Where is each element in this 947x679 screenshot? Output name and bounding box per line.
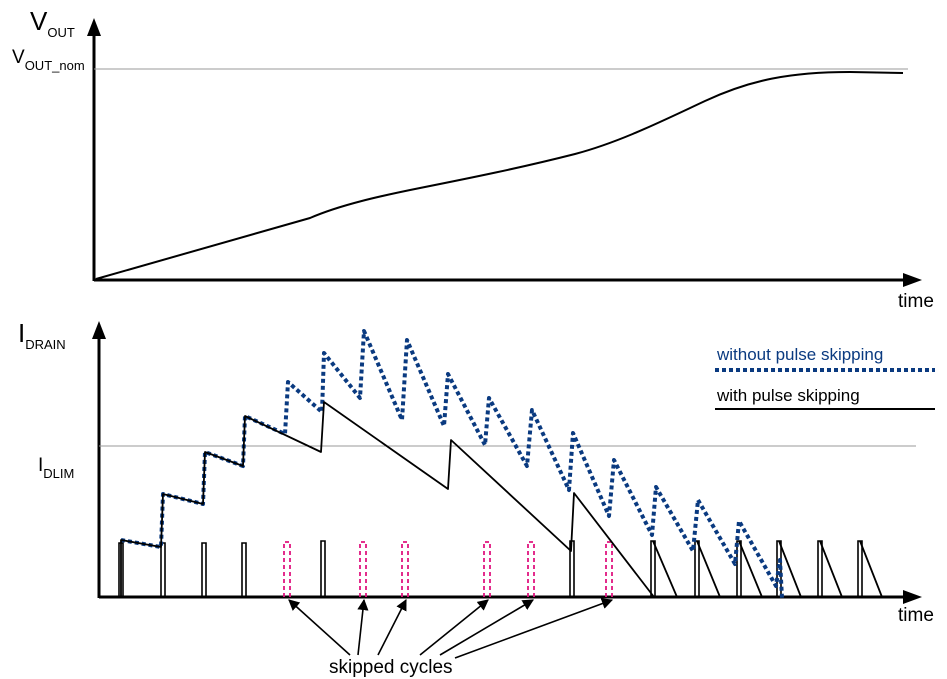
top-time-label: time (898, 291, 934, 312)
vout-y-axis-arrow (87, 18, 101, 36)
vout-nom-label: VOUT_nom (12, 47, 85, 73)
vout-axis-label: VOUT (30, 6, 75, 40)
with-pulse-skipping-trace (120, 401, 655, 598)
idrain-x-axis-arrow (903, 590, 922, 604)
bottom-time-label: time (898, 605, 934, 626)
skipped-cycle-pulses (283, 541, 613, 597)
idlim-label: IDLIM (38, 455, 75, 481)
idrain-y-axis-arrow (92, 321, 106, 339)
legend-with-pulse-skipping: with pulse skipping (717, 386, 860, 405)
vout-x-axis-arrow (903, 273, 922, 287)
idrain-axis-label: IDRAIN (18, 318, 66, 352)
skipped-cycles-label: skipped cycles (329, 657, 453, 678)
without-pulse-skipping-trace (120, 329, 784, 599)
legend-without-pulse-skipping: without pulse skipping (717, 345, 884, 364)
skipped-cycles-arrows (288, 598, 614, 659)
with-pulse-skipping-sawtooth-tail (652, 540, 883, 598)
vout-curve (95, 70, 904, 280)
